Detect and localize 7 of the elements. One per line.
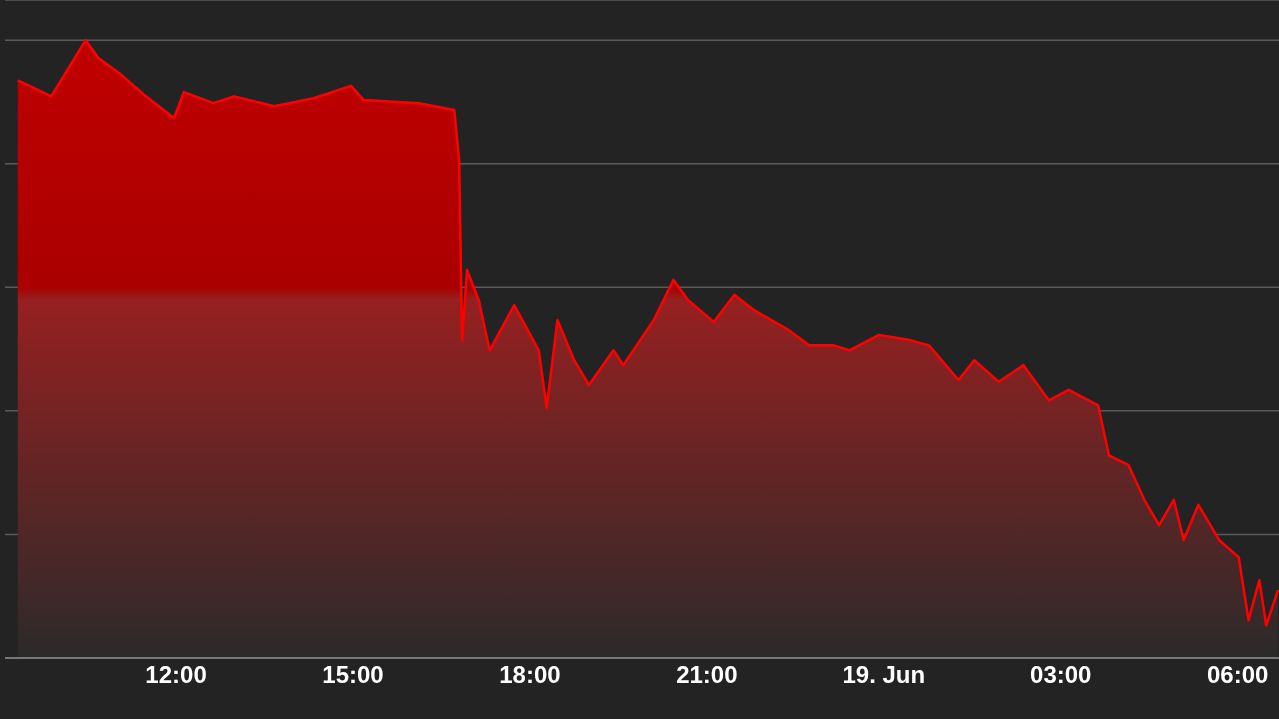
x-tick-label: 12:00 [145, 661, 207, 689]
x-tick-label: 18:00 [499, 661, 561, 689]
x-tick-label: 15:00 [322, 661, 384, 689]
x-tick-label: 19. Jun [842, 661, 926, 689]
x-tick-label: 06:00 [1207, 661, 1269, 689]
x-tick-label: 21:00 [676, 661, 738, 689]
x-tick-label: 03:00 [1030, 661, 1092, 689]
